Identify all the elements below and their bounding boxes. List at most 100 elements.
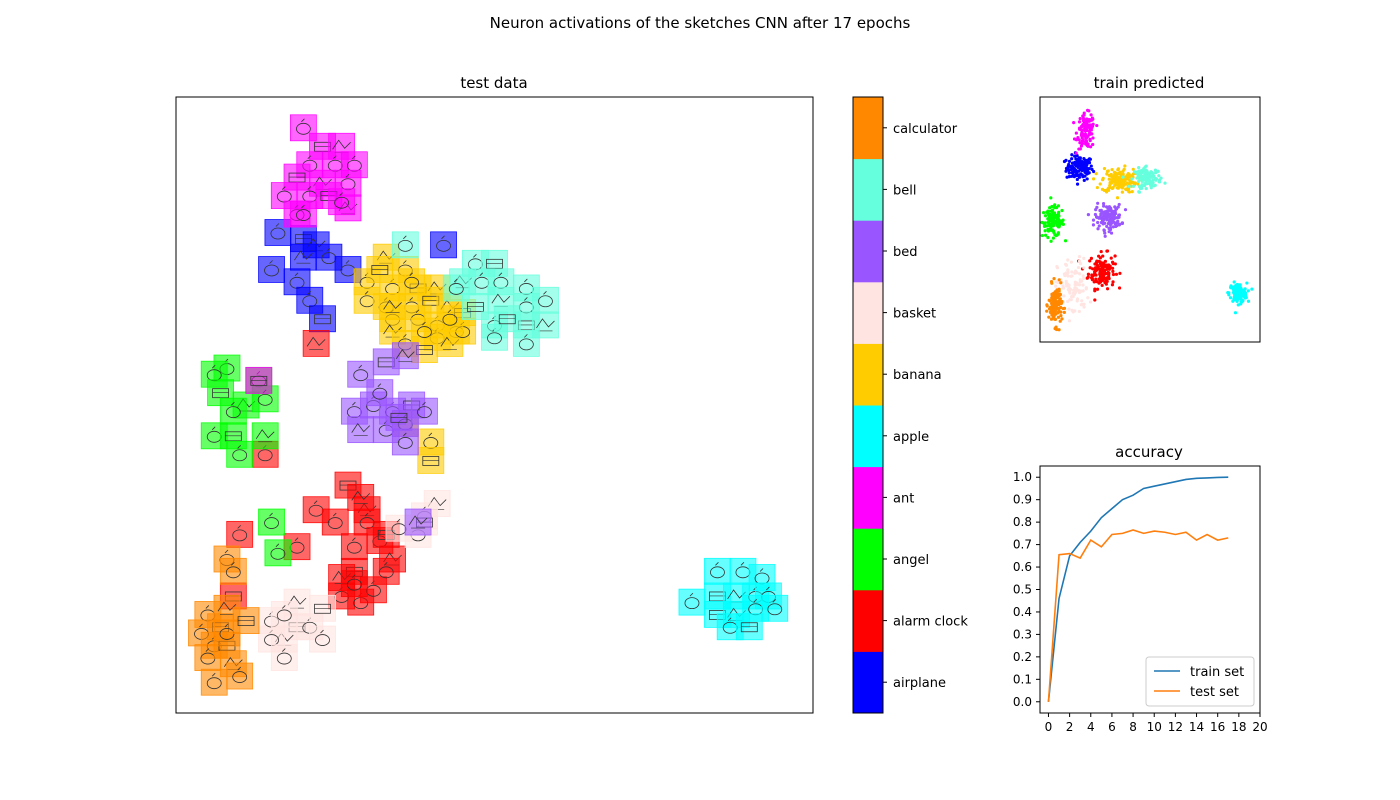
train-point (1040, 233, 1044, 238)
train-point (1238, 284, 1242, 289)
test-thumb-alarm-clock (340, 570, 368, 598)
train-point (1062, 294, 1066, 298)
train-point (1057, 222, 1061, 227)
train-cluster-calculator (1045, 277, 1067, 332)
train-point (1052, 297, 1056, 301)
train-point (1138, 186, 1143, 191)
train-point (1125, 177, 1129, 181)
train-point (1118, 170, 1122, 174)
train-point (1233, 311, 1238, 315)
train-point (1061, 306, 1065, 311)
train-point (1087, 160, 1091, 164)
test-thumb-bed (391, 342, 419, 370)
test-thumb-bed (411, 397, 438, 425)
train-point (1090, 276, 1094, 280)
train-point (1070, 157, 1074, 161)
train-point (1104, 190, 1109, 194)
train-point (1044, 233, 1048, 237)
train-point (1064, 281, 1068, 286)
train-point (1074, 269, 1078, 273)
train-point (1057, 278, 1061, 282)
train-point (1056, 315, 1060, 319)
colorbar-segment-apple (853, 405, 883, 468)
y-tick-label: 0.1 (1013, 672, 1032, 686)
train-point (1073, 154, 1077, 158)
colorbar-segment-bell (853, 158, 883, 221)
train-point (1096, 227, 1100, 231)
test-thumb-calculator (219, 557, 247, 585)
train-point (1066, 258, 1070, 262)
train-point (1101, 272, 1105, 277)
train-point (1056, 232, 1060, 236)
y-tick-label: 0.6 (1013, 560, 1032, 574)
test-data-plot (175, 96, 814, 714)
train-point (1239, 300, 1243, 304)
train-cluster-ant (1072, 108, 1099, 155)
train-point (1105, 249, 1110, 253)
x-tick-label: 14 (1189, 720, 1204, 734)
train-point (1121, 172, 1125, 176)
test-thumb-basket (309, 594, 336, 622)
train-point (1084, 287, 1088, 291)
train-point (1154, 171, 1158, 175)
train-point (1236, 289, 1240, 293)
train-point (1066, 299, 1070, 304)
train-point (1068, 298, 1072, 302)
train-point (1110, 168, 1114, 172)
colorbar-label-apple: apple (893, 430, 929, 445)
train-point (1096, 220, 1100, 225)
x-tick-label: 0 (1045, 720, 1053, 734)
train-point (1090, 273, 1094, 277)
train-point (1077, 255, 1082, 259)
train-point (1110, 283, 1115, 287)
train-point (1066, 164, 1070, 169)
train-point (1083, 140, 1088, 144)
test-thumb-ant (289, 200, 317, 228)
train-point (1228, 296, 1233, 300)
train-point (1060, 317, 1064, 321)
train-point (1096, 201, 1100, 205)
train-point (1098, 256, 1102, 260)
colorbar-segment-alarm-clock (853, 589, 883, 652)
x-tick-label: 6 (1108, 720, 1116, 734)
train-point (1149, 180, 1154, 184)
train-point (1091, 267, 1095, 271)
train-point (1144, 186, 1148, 191)
train-point (1078, 280, 1082, 284)
train-point (1062, 310, 1066, 314)
train-point (1111, 262, 1115, 266)
train-point (1088, 300, 1093, 304)
train-point (1105, 224, 1109, 229)
train-point (1057, 328, 1061, 332)
train-point (1110, 266, 1115, 270)
train-point (1075, 182, 1080, 186)
train-point (1101, 176, 1105, 180)
train-point (1102, 166, 1107, 171)
y-tick-label: 0.7 (1013, 538, 1032, 552)
train-point (1079, 144, 1084, 148)
test-thumb-apple (704, 557, 731, 585)
train-point (1231, 299, 1235, 303)
test-thumb-calculator (200, 668, 228, 696)
train-point (1107, 177, 1111, 181)
train-point (1114, 272, 1119, 276)
train-point (1123, 164, 1127, 168)
test-thumb-banana (398, 268, 426, 296)
test-thumb-bed (404, 508, 432, 536)
test-thumb-bell (391, 231, 419, 259)
legend-label-train-set: train set (1190, 665, 1244, 680)
train-point (1076, 174, 1080, 178)
train-cluster-airplane (1062, 151, 1096, 186)
train-point (1105, 267, 1109, 271)
test-thumb-alarm-clock (372, 557, 400, 585)
train-point (1093, 270, 1097, 274)
train-point (1119, 184, 1123, 188)
train-point (1095, 185, 1099, 190)
accuracy-lines (1047, 476, 1229, 702)
train-point (1086, 117, 1090, 122)
train-point (1077, 160, 1081, 165)
train-point (1098, 267, 1102, 271)
test-thumb-ant (245, 366, 273, 394)
train-point (1102, 277, 1106, 282)
train-point (1081, 132, 1086, 137)
